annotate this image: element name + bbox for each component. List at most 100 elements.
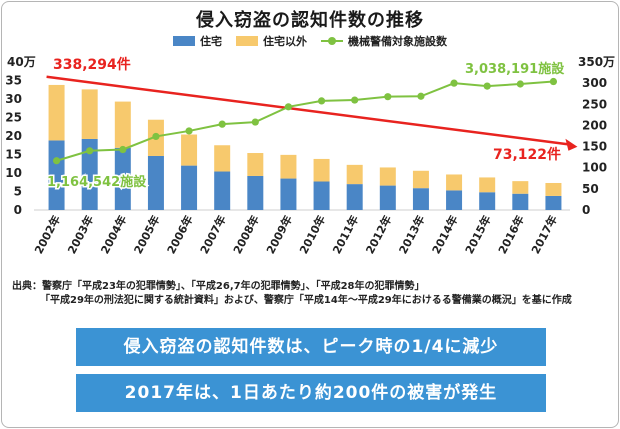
line-security-facilities [56, 80, 554, 162]
bar-residential [48, 140, 65, 210]
line-point-security-facilities [86, 147, 94, 155]
legend-label-non-residential: 住宅以外 [263, 35, 307, 48]
right-axis-unit-label: 350万 [578, 55, 615, 69]
x-axis-tick-label: 2015年 [462, 213, 494, 256]
legend-label-residential: 住宅 [200, 35, 222, 48]
x-axis-tick-label: 2002年 [31, 213, 63, 256]
line-point-security-facilities [185, 127, 193, 135]
x-axis-tick-label: 2016年 [495, 213, 527, 256]
bar-residential [446, 190, 463, 210]
annotation-latest-count: 73,122件 [493, 146, 561, 163]
line-point-security-facilities [119, 145, 127, 154]
left-axis-tick-label: 5 [14, 185, 22, 199]
bar-residential [379, 185, 396, 210]
right-axis-tick-label: 150 [582, 140, 607, 154]
legend-item-residential: 住宅 [173, 33, 222, 49]
line-point-security-facilities [317, 97, 326, 105]
line-point-security-facilities [218, 120, 226, 128]
bar-residential [214, 171, 231, 210]
bar-non-residential [280, 154, 297, 179]
right-axis-tick-label: 200 [582, 118, 607, 132]
bar-residential [114, 147, 131, 210]
source-note: 出典：警察庁「平成23年の犯罪情勢」、「平成26,7年の犯罪情勢」、「平成28年… [12, 280, 572, 308]
left-axis-tick-label: 25 [5, 111, 22, 125]
legend-item-security-facilities: 機械警備対象施設数 [321, 33, 447, 49]
left-axis-tick-label: 30 [5, 92, 22, 106]
bar-non-residential [379, 167, 396, 186]
bar-residential [247, 175, 264, 210]
chart-plot: 40万 0 5 10 15 20 25 30 35 350万 0 50 100 150 200 250 300 2… [5, 55, 615, 256]
legend-item-non-residential: 住宅以外 [236, 33, 307, 49]
line-point-security-facilities [152, 132, 160, 141]
right-axis-tick-label: 250 [582, 97, 607, 111]
x-axis-tick-label: 2013年 [396, 213, 428, 256]
bar-non-residential [446, 174, 463, 191]
source-line-1: 出典：警察庁「平成23年の犯罪情勢」、「平成26,7年の犯罪情勢」、「平成28年… [12, 281, 425, 292]
trend-arrow-line [46, 75, 572, 146]
legend-swatch-residential [173, 36, 195, 46]
x-axis-tick-label: 2007年 [197, 213, 229, 256]
bar-residential [412, 188, 429, 210]
line-point-security-facilities [483, 82, 491, 90]
x-axis-tick-label: 2006年 [164, 213, 196, 256]
x-axis-tick-label: 2010年 [296, 213, 328, 256]
bar-residential [479, 192, 496, 210]
bar-non-residential [313, 158, 330, 182]
left-axis-tick-label: 10 [5, 166, 22, 180]
line-point-security-facilities [549, 77, 558, 86]
right-axis-tick-label: 50 [582, 182, 599, 196]
bar-residential [346, 184, 363, 210]
legend-swatch-non-residential [236, 36, 258, 46]
bar-residential [280, 178, 297, 210]
x-axis-tick-label: 2012年 [363, 213, 395, 256]
line-point-security-facilities [351, 96, 359, 104]
x-axis-tick-label: 2017年 [528, 213, 560, 256]
bar-non-residential [412, 170, 429, 189]
annotation-line-start: 1,164,542施設 [47, 174, 147, 190]
left-axis-tick-label: 35 [5, 74, 22, 88]
left-axis-tick-label: 15 [5, 148, 22, 162]
right-axis-tick-label: 300 [582, 76, 607, 90]
legend-swatch-security-facilities [321, 36, 343, 46]
line-point-security-facilities [384, 93, 392, 101]
left-axis-tick-label: 0 [14, 203, 22, 217]
line-point-security-facilities [52, 157, 61, 165]
bar-non-residential [346, 164, 363, 185]
bar-non-residential [512, 181, 529, 194]
summary-banner-2: 2017年は、1日あたり約200件の被害が発生 [76, 374, 546, 412]
x-axis-tick-label: 2008年 [230, 213, 262, 256]
bar-non-residential [545, 182, 562, 196]
bar-residential [512, 193, 529, 210]
bar-residential [147, 155, 164, 210]
bar-non-residential [48, 84, 65, 141]
trend-arrow-head [565, 138, 578, 151]
left-axis-tick-label: 20 [5, 129, 22, 143]
legend-label-security-facilities: 機械警備対象施設数 [348, 35, 447, 48]
line-point-security-facilities [516, 80, 524, 88]
x-axis-tick-label: 2014年 [429, 213, 461, 256]
x-axis-tick-label: 2011年 [329, 213, 361, 256]
chart-title: 侵入窃盗の認知件数の推移 [196, 10, 424, 31]
source-line-2: 「平成29年の刑法犯に関する統計資料」および、警察庁「平成14年～平成29年にお… [40, 295, 572, 306]
bar-residential [545, 195, 562, 210]
summary-banner-1: 侵入窃盗の認知件数は、ピーク時の1/4に減少 [76, 328, 546, 366]
bar-residential [181, 165, 198, 210]
bar-non-residential [114, 101, 131, 148]
bar-non-residential [247, 153, 264, 176]
right-axis-tick-label: 0 [582, 203, 590, 217]
bar-residential [81, 138, 98, 210]
annotation-peak-count: 338,294件 [53, 56, 131, 73]
left-axis-unit-label: 40万 [7, 55, 36, 69]
x-axis-tick-label: 2005年 [131, 213, 163, 256]
right-axis-tick-label: 100 [582, 161, 607, 175]
bar-non-residential [181, 134, 198, 166]
line-point-security-facilities [251, 118, 259, 126]
annotation-line-end: 3,038,191施設 [465, 61, 565, 77]
line-point-security-facilities [284, 103, 293, 111]
bar-non-residential [214, 145, 231, 172]
line-point-security-facilities [450, 79, 458, 87]
x-axis-tick-label: 2009年 [263, 213, 295, 256]
bar-non-residential [479, 177, 496, 193]
bar-non-residential [81, 89, 98, 139]
line-point-security-facilities [417, 92, 425, 100]
